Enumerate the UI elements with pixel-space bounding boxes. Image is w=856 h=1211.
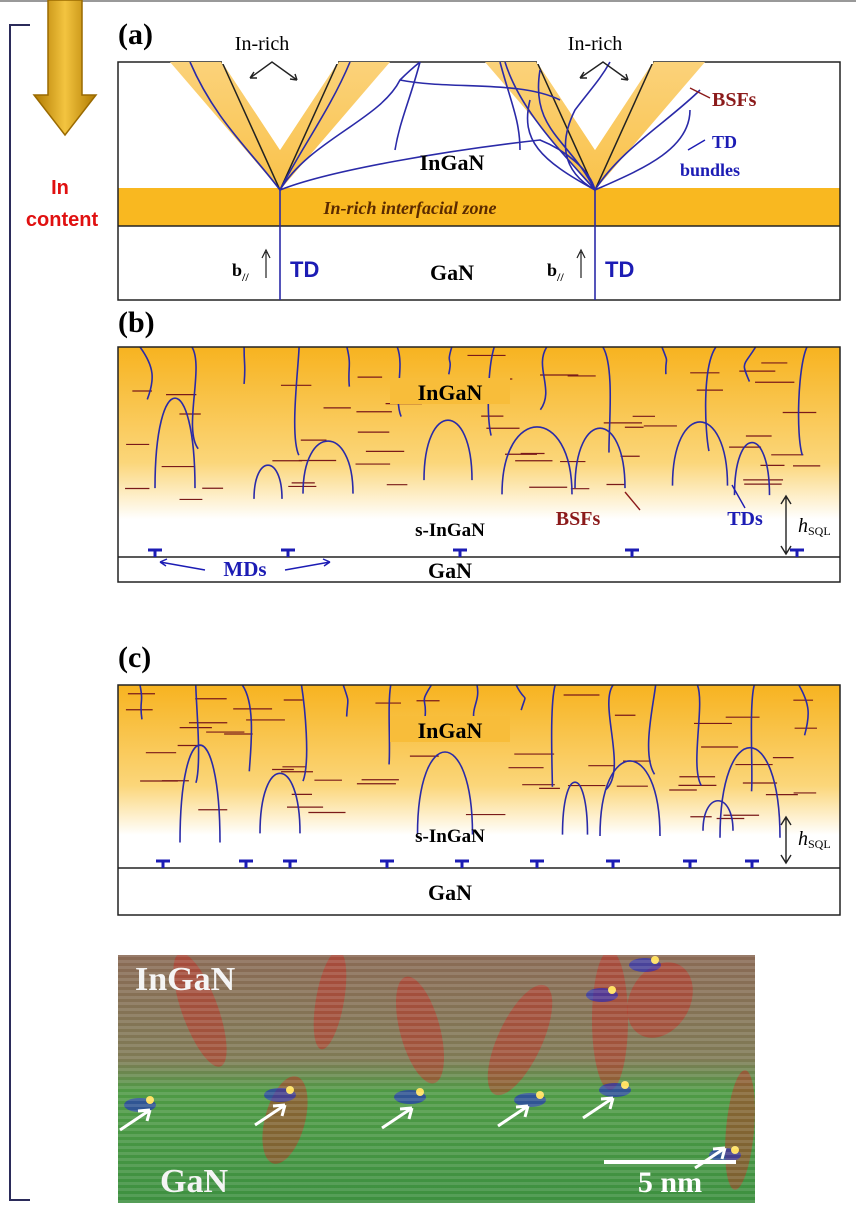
panel-b: (b) InGaN s-InGaN GaN MDs BSFs TDs hSQL bbox=[118, 306, 840, 583]
micrograph: InGaN GaN 5 nm bbox=[118, 947, 759, 1203]
layer-label: s-InGaN bbox=[415, 520, 485, 541]
panel-label: (a) bbox=[118, 18, 153, 51]
layer-label: InGaN bbox=[418, 718, 483, 743]
layer-label: GaN bbox=[428, 558, 472, 583]
layer-label: s-InGaN bbox=[415, 826, 485, 847]
zone-label: In-rich interfacial zone bbox=[322, 198, 496, 218]
burgers-arrow bbox=[577, 250, 585, 278]
micrograph-label: InGaN bbox=[135, 961, 236, 998]
annotation: TD bbox=[290, 257, 319, 282]
annotation: BSFs bbox=[556, 508, 601, 530]
micrograph-label: GaN bbox=[160, 1163, 228, 1200]
indicator-label: content bbox=[26, 209, 99, 231]
subscript: // bbox=[241, 270, 249, 284]
symbol: h bbox=[798, 515, 808, 537]
panel-label: (c) bbox=[118, 641, 151, 674]
layer-label: InGaN bbox=[418, 380, 483, 405]
pointer bbox=[688, 140, 705, 150]
panel-c: (c) InGaN s-InGaN GaN hSQL bbox=[118, 641, 840, 915]
burgers-arrow bbox=[262, 250, 270, 278]
annotation: In-rich bbox=[235, 33, 289, 55]
annotation: MDs bbox=[223, 557, 266, 581]
frame bbox=[10, 25, 30, 1200]
layer-label: GaN bbox=[430, 260, 474, 285]
subscript: SQL bbox=[808, 524, 831, 538]
indicator-label: In bbox=[51, 177, 69, 199]
annotation: TDs bbox=[727, 508, 763, 530]
subscript: // bbox=[556, 270, 564, 284]
threading-dislocation bbox=[244, 347, 245, 384]
annotation: TD bbox=[712, 132, 737, 152]
scale-label: 5 nm bbox=[638, 1166, 702, 1199]
layer-label: GaN bbox=[428, 880, 472, 905]
pit-opening bbox=[537, 58, 653, 64]
symbol: b bbox=[547, 260, 557, 280]
in-content-arrow bbox=[34, 0, 96, 135]
figure: In content (a) In-rich In-rich BSFs TD b… bbox=[0, 0, 856, 1211]
annotation: bundles bbox=[680, 160, 740, 180]
symbol: b bbox=[232, 260, 242, 280]
subscript: SQL bbox=[808, 837, 831, 851]
panel-label: (b) bbox=[118, 306, 155, 339]
pit-opening bbox=[222, 58, 338, 64]
annotation: TD bbox=[605, 257, 634, 282]
annotation: In-rich bbox=[568, 33, 622, 55]
burgers-vector: b// bbox=[547, 260, 564, 284]
panel-a: (a) In-rich In-rich BSFs TD bundles InGa… bbox=[118, 18, 840, 300]
burgers-vector: b// bbox=[232, 260, 249, 284]
symbol: h bbox=[798, 828, 808, 850]
annotation: BSFs bbox=[712, 89, 757, 111]
layer-label: InGaN bbox=[420, 150, 485, 175]
